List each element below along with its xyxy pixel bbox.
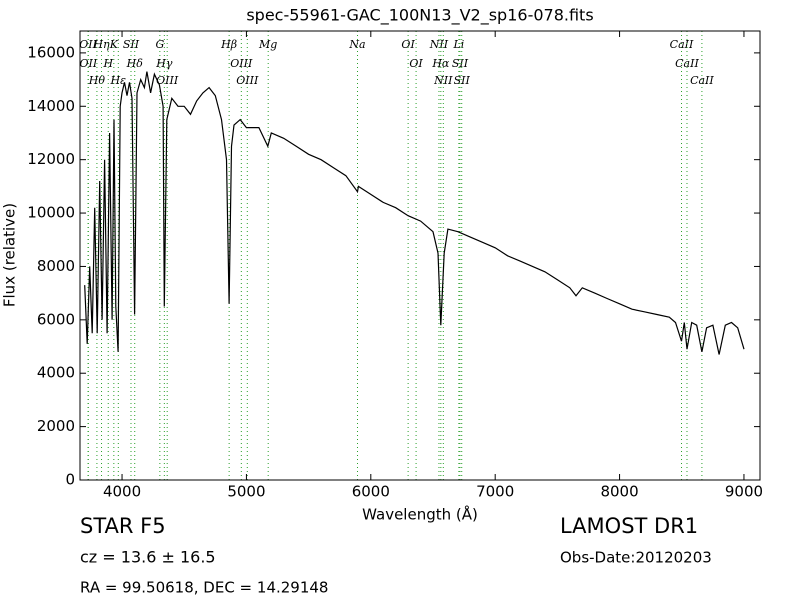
line-label: Hη: [92, 38, 110, 51]
line-label: Na: [348, 38, 365, 51]
object-class: STAR F5: [80, 514, 166, 538]
line-label: OII: [79, 38, 97, 51]
x-tick-label: 6000: [352, 483, 390, 501]
x-axis-label: Wavelength (Å): [362, 505, 478, 524]
y-tick-label: 4000: [37, 364, 75, 382]
line-label: H: [102, 57, 113, 70]
y-tick-label: 2000: [37, 417, 75, 435]
x-tick-label: 9000: [725, 483, 763, 501]
obs-date: Obs-Date:20120203: [560, 549, 712, 567]
line-label: OI: [401, 38, 415, 51]
x-tick-label: 7000: [476, 483, 514, 501]
y-tick-label: 6000: [37, 310, 75, 328]
line-label: OIII: [230, 57, 253, 70]
line-label: Hβ: [220, 38, 237, 51]
line-label: NII: [433, 74, 453, 87]
line-label: CaII: [675, 57, 699, 70]
line-label: OIII: [236, 74, 259, 87]
line-label: Hγ: [155, 57, 173, 70]
survey: LAMOST DR1: [560, 514, 698, 538]
x-tick-label: 5000: [227, 483, 265, 501]
y-tick-label: 0: [65, 471, 75, 489]
line-label: K: [109, 38, 119, 51]
line-label: NII: [429, 38, 449, 51]
line-label: G: [155, 38, 164, 51]
x-tick-label: 4000: [103, 483, 141, 501]
line-label: Hα: [431, 57, 450, 70]
y-axis-label: Flux (relative): [1, 203, 19, 307]
spectrum: [84, 71, 745, 355]
line-label: Hθ: [88, 74, 106, 87]
line-label: OI: [409, 57, 423, 70]
line-label: Mg: [258, 38, 277, 51]
line-label: SII: [452, 57, 469, 70]
line-label: OIII: [156, 74, 179, 87]
x-tick-label: 8000: [600, 483, 638, 501]
plot-frame: [79, 30, 761, 481]
line-label: OII: [79, 57, 97, 70]
line-label: Li: [452, 38, 464, 51]
line-label: Hε: [110, 74, 127, 87]
y-tick-label: 14000: [27, 97, 75, 115]
y-tick-label: 16000: [27, 43, 75, 61]
coordinates: RA = 99.50618, DEC = 14.29148: [80, 579, 328, 597]
line-label: SII: [123, 38, 140, 51]
y-tick-label: 10000: [27, 204, 75, 222]
y-tick-label: 12000: [27, 150, 75, 168]
line-label: CaII: [670, 38, 694, 51]
line-label: Hδ: [126, 57, 144, 70]
chart-title: spec-55961-GAC_100N13_V2_sp16-078.fits: [246, 6, 593, 26]
line-label: CaII: [690, 74, 714, 87]
y-tick-label: 8000: [37, 257, 75, 275]
redshift: cz = 13.6 ± 16.5: [80, 548, 216, 567]
line-label: SII: [454, 74, 471, 87]
